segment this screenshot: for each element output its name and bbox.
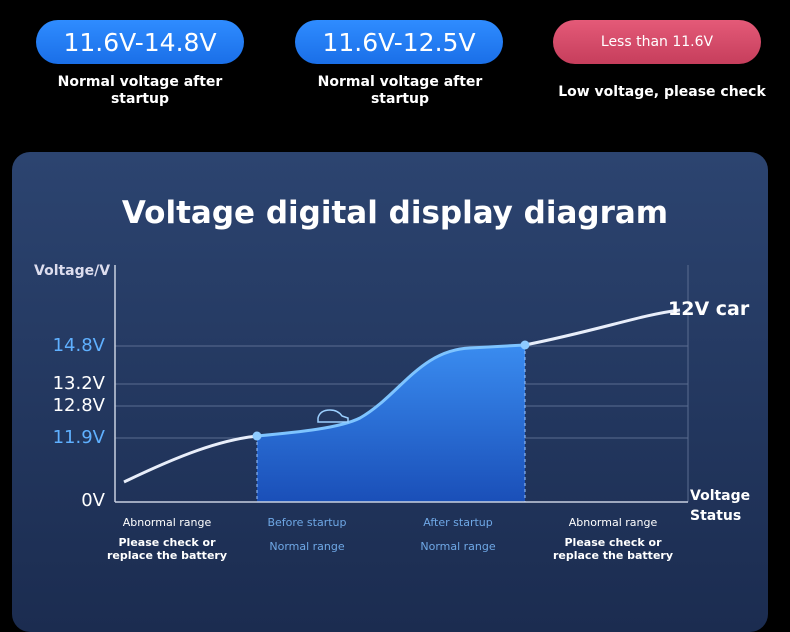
region-note: Normal range — [420, 540, 496, 553]
region-name: Before startup — [267, 516, 347, 529]
y-label: 12.8V — [52, 395, 105, 416]
caption: Normal voltage after startup — [57, 74, 223, 107]
y-label: 11.9V — [52, 427, 105, 448]
y-label: 14.8V — [52, 335, 105, 356]
y-axis-label: Voltage/V — [34, 263, 111, 279]
title: Voltage digital display diagram — [121, 195, 669, 231]
region-name: After startup — [423, 516, 493, 529]
region-name: Abnormal range — [568, 516, 658, 529]
region-name: Abnormal range — [122, 516, 212, 529]
car-icon — [317, 409, 349, 423]
panel — [12, 152, 768, 632]
y-label: 13.2V — [52, 373, 105, 394]
caption: Low voltage, please check — [558, 84, 766, 100]
badge: 11.6V-14.8V — [36, 20, 244, 64]
y-label: 0V — [81, 490, 105, 511]
region-note: Please check or replace the battery — [552, 536, 673, 562]
region-note: Normal range — [269, 540, 345, 553]
region-note: Please check or replace the battery — [106, 536, 227, 562]
badge: Less than 11.6V — [553, 20, 761, 64]
caption: Normal voltage after startup — [317, 74, 483, 107]
page: 11.6V-14.8V 11.6V-12.5V Less than 11.6V … — [12, 20, 768, 632]
badge: 11.6V-12.5V — [295, 20, 503, 64]
x-axis-label: Voltage Status — [690, 488, 751, 524]
area — [257, 345, 525, 502]
line-label: 12V car — [668, 298, 750, 320]
curve — [256, 343, 526, 438]
diagram — [114, 265, 689, 503]
